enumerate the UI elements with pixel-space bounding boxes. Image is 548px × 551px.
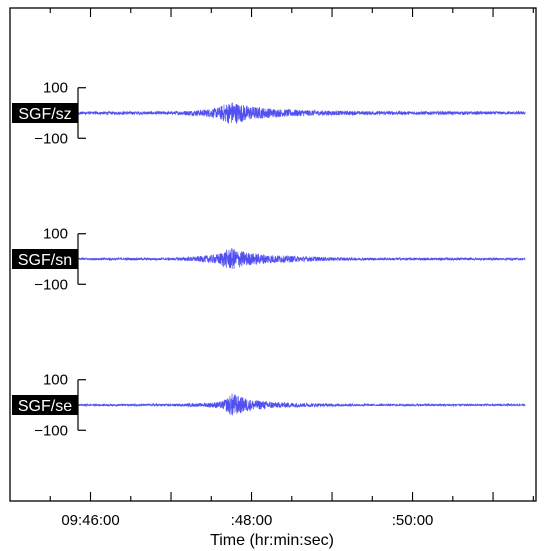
- station-label-box: [12, 103, 78, 123]
- x-tick-label: 09:46:00: [61, 512, 119, 529]
- y-tick-label: −100: [34, 130, 68, 147]
- plot-frame: [9, 7, 537, 502]
- y-tick-label: 100: [43, 80, 68, 97]
- x-tick-label: :48:00: [231, 512, 273, 529]
- y-tick-label: −100: [34, 276, 68, 293]
- trace-sgf-sn: [49, 248, 526, 269]
- station-label-text: SGF/se: [18, 398, 72, 415]
- station-label-box: [12, 395, 78, 415]
- station-label-text: SGF/sn: [18, 252, 72, 269]
- station-label: SGF/se: [12, 395, 78, 415]
- station-label-text: SGF/sz: [18, 106, 71, 123]
- station-label: SGF/sz: [12, 103, 78, 123]
- trace-sgf-sz: [49, 102, 526, 124]
- traces-layer: [46, 102, 526, 416]
- station-label-box: [12, 249, 78, 269]
- x-axis-title: Time (hr:min:sec): [210, 532, 334, 549]
- y-tick-label: 100: [43, 226, 68, 243]
- axes-layer: 100 −100 SGF/sz 100 −100 SGF/sn 100 −100 SGF/se 0…: [12, 8, 534, 529]
- y-tick-label: −100: [34, 422, 68, 439]
- x-tick-label: :50:00: [392, 512, 434, 529]
- trace-sgf-se: [49, 393, 526, 416]
- station-label: SGF/sn: [12, 249, 78, 269]
- y-tick-label: 100: [43, 372, 68, 389]
